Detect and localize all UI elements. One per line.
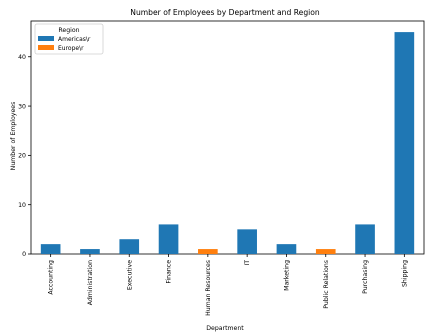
bar-finance [158, 224, 179, 254]
x-tick-label: Public Relations [323, 260, 330, 309]
x-axis: Accounting Administration Executive Finance… [48, 254, 408, 316]
y-axis: 0 10 20 30 40 [18, 54, 31, 258]
plot-frame [30, 20, 425, 255]
y-tick-label: 40 [18, 54, 26, 61]
legend-entry-label: Europe\r [58, 45, 84, 52]
x-tick-label: Finance [166, 260, 173, 284]
y-tick-label: 20 [18, 153, 26, 160]
chart-title: Number of Employees by Department and Re… [130, 8, 320, 17]
bar-accounting [40, 244, 61, 254]
bar-administration [80, 249, 100, 254]
y-tick-label: 0 [22, 251, 26, 258]
x-tick-label: Administration [87, 260, 94, 305]
y-tick-label: 30 [18, 103, 26, 110]
x-axis-label: Department [206, 325, 244, 332]
bar-shipping [394, 32, 415, 254]
bar-purchasing [355, 224, 375, 254]
bar-it [237, 229, 257, 254]
plot-area [30, 20, 425, 255]
legend-swatch [38, 45, 54, 50]
legend-swatch [38, 36, 54, 41]
y-axis-label: Number of Employees [10, 102, 17, 171]
legend-entry-label: Americas\r [58, 36, 91, 43]
bar-marketing [276, 244, 297, 254]
x-tick-label: Executive [126, 260, 133, 290]
legend: Region Americas\r Europe\r [34, 23, 104, 55]
bars-layer [40, 32, 415, 254]
bar-executive [119, 239, 140, 254]
legend-title: Region [58, 27, 79, 34]
x-tick-label: Human Resources [205, 260, 212, 316]
x-tick-label: Marketing [283, 260, 290, 291]
bar-human-resources [198, 249, 218, 254]
y-tick-label: 10 [18, 202, 26, 209]
x-tick-label: Purchasing [362, 260, 369, 294]
x-tick-label: Shipping [401, 260, 408, 287]
bar-public-relations [315, 249, 336, 254]
x-tick-label: Accounting [48, 260, 55, 295]
x-tick-label: IT [244, 260, 251, 266]
